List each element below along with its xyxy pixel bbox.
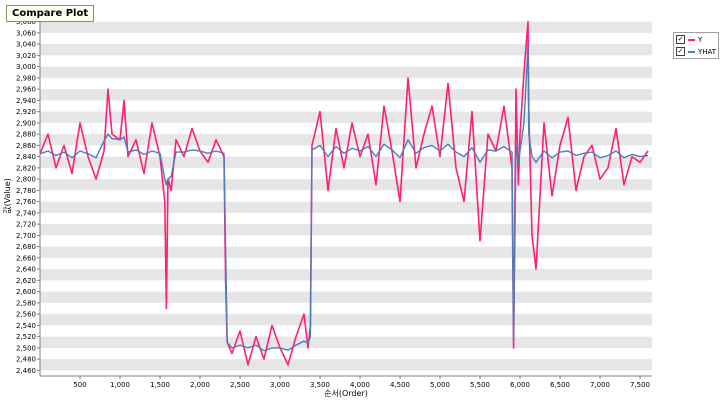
y-tick-label: 2,880 — [16, 131, 36, 139]
series-lines — [39, 20, 649, 366]
grid-band — [40, 179, 652, 191]
x-tick-label: 500 — [73, 381, 86, 389]
y-tick-label: 2,800 — [16, 176, 36, 184]
y-tick-label: 2,760 — [16, 198, 36, 206]
x-tick-label: 1,000 — [110, 381, 130, 389]
x-tick-label: 4,000 — [350, 381, 370, 389]
y-tick-label: 3,080 — [16, 18, 36, 26]
y-tick-label: 2,640 — [16, 266, 36, 274]
grid-band — [40, 44, 652, 56]
y-axis-label: 값(Value) — [2, 178, 12, 214]
x-axis-ticks: 500 1,000 1,500 2,000 2,500 3,000 3,500 4,000 4,… — [73, 376, 650, 389]
grid-band — [40, 336, 652, 348]
legend-label-yhat: YHAT — [698, 47, 717, 56]
grid-band — [40, 246, 652, 258]
y-tick-label: 3,060 — [16, 29, 36, 37]
legend-item-y[interactable]: ✓ Y — [676, 34, 702, 45]
grid-band — [40, 21, 652, 33]
series-line-y — [39, 20, 649, 366]
y-tick-label: 2,560 — [16, 311, 36, 319]
x-tick-label: 3,000 — [270, 381, 290, 389]
y-tick-label: 2,480 — [16, 356, 36, 364]
grid-band — [40, 224, 652, 236]
x-tick-label: 2,500 — [230, 381, 250, 389]
grid-band — [40, 291, 652, 303]
plot-title: Compare Plot — [6, 5, 95, 22]
y-tick-label: 2,500 — [16, 344, 36, 352]
x-tick-label: 7,500 — [630, 381, 650, 389]
legend-swatch-y — [688, 38, 695, 41]
y-tick-label: 2,840 — [16, 153, 36, 161]
grid-band — [40, 269, 652, 281]
y-tick-label: 2,860 — [16, 142, 36, 150]
x-tick-label: 2,000 — [190, 381, 210, 389]
legend-swatch-yhat — [688, 50, 695, 53]
y-tick-label: 2,600 — [16, 288, 36, 296]
y-tick-label: 2,720 — [16, 221, 36, 229]
grid-band — [40, 134, 652, 146]
y-tick-label: 2,820 — [16, 164, 36, 172]
x-tick-label: 4,500 — [390, 381, 410, 389]
y-tick-label: 2,900 — [16, 119, 36, 127]
y-tick-label: 3,040 — [16, 41, 36, 49]
y-tick-label: 2,660 — [16, 254, 36, 262]
y-tick-label: 2,920 — [16, 108, 36, 116]
grid-band — [40, 89, 652, 101]
y-tick-label: 3,000 — [16, 63, 36, 71]
y-tick-label: 2,940 — [16, 97, 36, 105]
y-tick-label: 3,020 — [16, 52, 36, 60]
y-tick-label: 2,960 — [16, 86, 36, 94]
y-tick-label: 2,700 — [16, 232, 36, 240]
y-tick-label: 2,780 — [16, 187, 36, 195]
y-tick-label: 2,740 — [16, 209, 36, 217]
x-tick-label: 7,000 — [590, 381, 610, 389]
grid-band — [40, 314, 652, 326]
y-tick-label: 2,540 — [16, 322, 36, 330]
y-axis-ticks: 2,460 2,480 2,500 2,520 2,540 2,560 2,580 2,600… — [16, 18, 40, 375]
legend-checkbox-yhat[interactable]: ✓ — [676, 47, 685, 56]
y-tick-label: 2,520 — [16, 333, 36, 341]
series-line-yhat — [39, 43, 649, 352]
x-axis-label: 순서(Order) — [324, 389, 368, 398]
x-tick-label: 1,500 — [150, 381, 170, 389]
legend: ✓ Y ✓ YHAT — [673, 32, 719, 59]
y-tick-label: 2,980 — [16, 74, 36, 82]
x-tick-label: 5,500 — [470, 381, 490, 389]
grid-band — [40, 111, 652, 123]
grid-band — [40, 201, 652, 213]
y-tick-label: 2,680 — [16, 243, 36, 251]
y-tick-label: 2,620 — [16, 277, 36, 285]
grid-band — [40, 66, 652, 78]
legend-label-y: Y — [698, 35, 703, 44]
legend-checkbox-y[interactable]: ✓ — [676, 35, 685, 44]
x-tick-label: 3,500 — [310, 381, 330, 389]
grid-band — [40, 359, 652, 371]
x-tick-label: 6,000 — [510, 381, 530, 389]
legend-item-yhat[interactable]: ✓ YHAT — [676, 46, 716, 57]
y-tick-label: 2,460 — [16, 367, 36, 375]
y-tick-label: 2,580 — [16, 299, 36, 307]
grid-band — [40, 156, 652, 168]
x-tick-label: 6,500 — [550, 381, 570, 389]
grid-bands — [40, 21, 652, 371]
x-tick-label: 5,000 — [430, 381, 450, 389]
